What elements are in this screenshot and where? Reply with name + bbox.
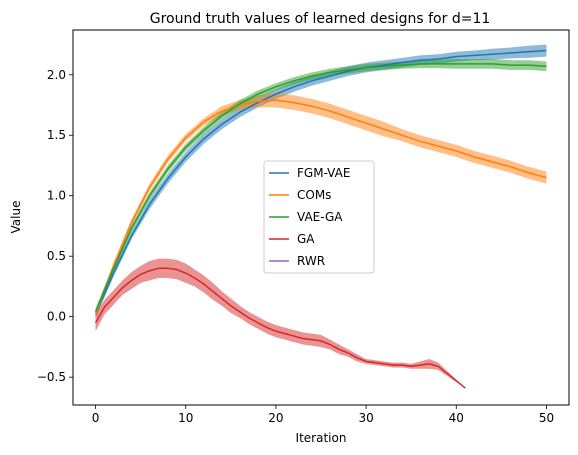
legend-label-fgm-vae: FGM-VAE — [297, 166, 350, 180]
legend-label-vae-ga: VAE-GA — [297, 210, 343, 224]
chart-title: Ground truth values of learned designs f… — [150, 11, 491, 27]
legend-label-ga: GA — [297, 232, 315, 246]
series-line-coms — [94, 99, 547, 315]
band-coms — [95, 92, 547, 318]
x-tick-label: 50 — [539, 411, 554, 425]
legend-label-rwr: RWR — [297, 254, 325, 268]
series-line-ga — [94, 267, 466, 389]
x-tick-label: 40 — [449, 411, 464, 425]
x-tick-label: 0 — [92, 411, 100, 425]
legend-box — [263, 160, 375, 274]
band-vae-ga — [95, 59, 547, 316]
x-tick-label: 30 — [358, 411, 373, 425]
y-axis-label: Value — [9, 201, 23, 234]
legend-label-coms: COMs — [297, 188, 331, 202]
plot-area — [94, 44, 547, 389]
x-axis-label: Iteration — [296, 431, 347, 445]
x-tick-label: 10 — [178, 411, 193, 425]
y-tick-label: 0.5 — [47, 249, 66, 263]
y-tick-label: 2.0 — [47, 68, 66, 82]
band-ga — [95, 258, 466, 389]
legend: FGM-VAE COMs VAE-GA GA RWR — [263, 160, 375, 274]
y-tick-label: 1.5 — [47, 128, 66, 142]
x-tick-label: 20 — [268, 411, 283, 425]
y-axis-ticks: −0.5 0.0 0.5 1.0 1.5 2.0 — [37, 68, 73, 384]
series-line-vae-ga — [94, 63, 547, 313]
axes-frame — [72, 29, 570, 406]
y-tick-label: 1.0 — [47, 189, 66, 203]
series-line-fgm-vae — [94, 49, 547, 315]
y-tick-label: −0.5 — [37, 370, 66, 384]
y-tick-label: 0.0 — [47, 310, 66, 324]
x-axis-ticks: 0 10 20 30 40 50 — [92, 405, 554, 425]
